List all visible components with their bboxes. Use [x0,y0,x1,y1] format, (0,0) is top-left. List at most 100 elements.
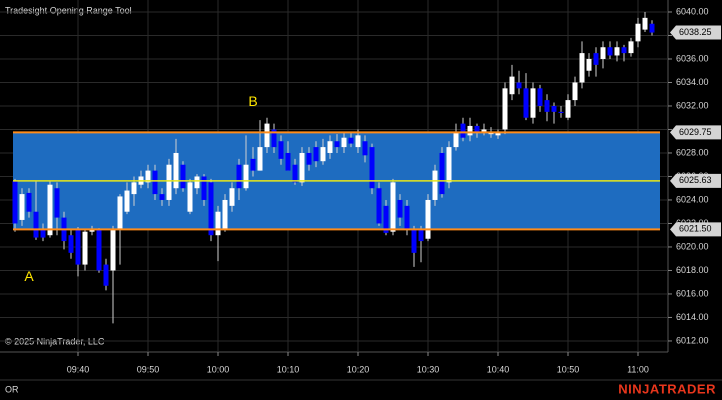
candle-body [152,170,158,195]
candle-body [348,137,354,144]
range-high-box [670,125,721,140]
candle-body [306,152,312,165]
candle-body [600,47,606,59]
candle-body [110,229,116,271]
candle-body [187,182,193,212]
candle-body [537,88,543,106]
candle-body [383,205,389,233]
candle-body [397,199,403,218]
candle-body [467,125,473,136]
candle-body [439,152,445,195]
y-tick-label: 6040.00 [676,6,709,16]
candle-body [54,188,60,218]
candle-body [40,229,46,238]
y-tick-label: 6028.00 [676,147,709,157]
candle-body [222,199,228,230]
x-tick-label: 10:30 [417,364,440,374]
candle-body [432,170,438,200]
candle-body [418,229,424,242]
x-tick-label: 09:40 [67,364,90,374]
candle-body [292,164,298,183]
candle-body [131,182,137,195]
candle-body [236,164,242,189]
candle-body [278,141,284,159]
x-tick-label: 10:00 [207,364,230,374]
candle-body [313,147,319,162]
range-low-label: 6021.50 [679,224,712,234]
range-mid-box [670,173,721,188]
candle-body [628,41,634,54]
candle-body [502,88,508,130]
x-tick-label: 10:20 [347,364,370,374]
candle-body [124,190,130,212]
candle-body [166,164,172,200]
candle-body [579,53,585,83]
candle-body [481,129,487,133]
candle-body [649,23,655,33]
y-tick-label: 6024.00 [676,194,709,204]
candle-body [635,23,641,42]
y-tick-label: 6016.00 [676,288,709,298]
candle-body [320,147,326,162]
candle-body [82,231,88,265]
candle-body [614,47,620,56]
candle-body [117,196,123,230]
y-tick-label: 6014.00 [676,312,709,322]
candle-body [215,211,221,236]
y-tick-label: 6036.00 [676,53,709,63]
candle-body [12,181,18,224]
candle-body [19,194,25,220]
candle-body [509,76,515,95]
candle-body [89,229,95,232]
y-tick-label: 6032.00 [676,100,709,110]
candle-body [103,264,109,286]
axis: 6012.006014.006016.006018.006020.006022.… [67,6,721,374]
candle-body [173,152,179,189]
x-tick-label: 09:50 [137,364,160,374]
x-tick-label: 10:40 [487,364,510,374]
candle-body [523,88,529,118]
candle-body [642,17,648,30]
annotation: B [248,93,257,109]
candle-body [376,188,382,224]
candle-body [250,158,256,171]
candle-body [607,47,613,56]
candle-body [334,141,340,148]
candle-body [369,147,375,189]
candle-body [47,184,53,236]
candle-body [299,152,305,183]
x-tick-label: 10:10 [277,364,300,374]
candle-body [145,170,151,183]
annotation: A [24,268,34,284]
candle-body [327,141,333,153]
candle-body [264,123,270,148]
candle-body [194,176,200,189]
candle-body [565,100,571,118]
candle-body [530,88,536,118]
candle-body [229,188,235,206]
last-price-label: 6038.25 [679,27,712,37]
x-tick-label: 10:50 [557,364,580,374]
candle-body [404,205,410,230]
y-tick-label: 6018.00 [676,265,709,275]
y-tick-label: 6012.00 [676,335,709,345]
candle-body [271,129,277,148]
candle-body [159,194,165,200]
y-tick-label: 6034.00 [676,77,709,87]
candle-body [551,105,557,112]
candle-body [96,229,102,271]
chart-title: Tradesight Opening Range Tool [5,5,132,15]
candle-body [355,135,361,148]
last-price-box [670,25,721,40]
plot: AB [12,11,660,324]
candle-body [75,229,81,265]
candle-body [68,235,74,253]
candle-body [201,176,207,200]
candle-body [425,199,431,239]
candle-body [544,100,550,112]
candle-body [495,131,501,136]
candle-body [593,53,599,65]
candle-body [390,182,396,232]
